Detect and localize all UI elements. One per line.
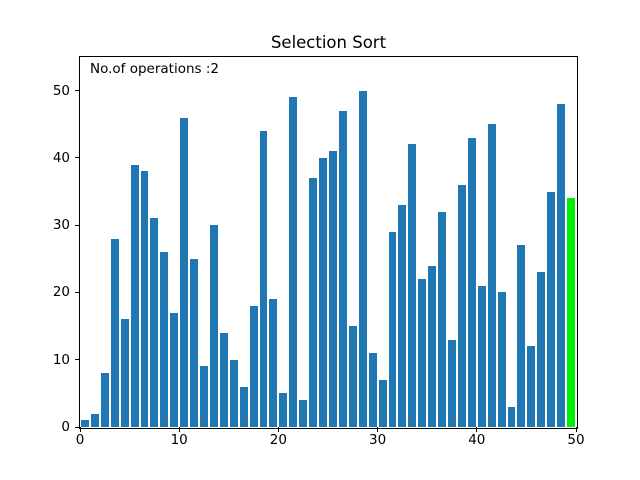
bar (497, 292, 506, 427)
bar (487, 124, 496, 427)
bar (408, 144, 417, 427)
x-tick-label: 50 (567, 432, 585, 448)
bar (457, 184, 466, 427)
y-tick-mark (75, 426, 80, 428)
bar (477, 285, 486, 427)
bar (249, 305, 258, 427)
bar (517, 245, 526, 427)
x-tick-label: 20 (269, 432, 287, 448)
y-tick-mark (75, 157, 80, 159)
bar (110, 238, 119, 427)
x-tick-label: 30 (369, 432, 387, 448)
bar (547, 191, 556, 427)
bar (438, 211, 447, 427)
x-tick-label: 0 (75, 432, 85, 448)
bar (80, 420, 89, 427)
bar (229, 359, 238, 427)
bar (269, 299, 278, 427)
y-tick-mark (75, 224, 80, 226)
bar (160, 252, 169, 427)
bar (140, 171, 149, 427)
bar (219, 332, 228, 427)
bar (507, 406, 516, 427)
x-tick-mark (377, 427, 379, 432)
operations-annotation: No.of operations :2 (90, 61, 219, 77)
bar (428, 265, 437, 427)
bar (259, 131, 268, 427)
bar (319, 157, 327, 427)
bar (299, 400, 308, 427)
x-tick-mark (178, 427, 180, 432)
bar (527, 346, 536, 427)
bar (338, 110, 347, 427)
bar (358, 90, 367, 427)
bar (279, 393, 288, 427)
bar (398, 205, 407, 427)
x-tick-mark (476, 427, 478, 432)
bar (90, 413, 99, 427)
bar (239, 386, 248, 427)
x-tick-mark (277, 427, 279, 432)
x-tick-mark (79, 427, 81, 432)
y-tick-mark (75, 291, 80, 293)
bar-highlighted (567, 198, 575, 427)
bar (368, 353, 377, 427)
y-tick-label: 20 (52, 284, 70, 301)
bar (418, 279, 427, 427)
bar (100, 373, 109, 427)
bar (448, 339, 456, 427)
bar (150, 218, 159, 427)
bar (557, 104, 566, 427)
x-tick-label: 10 (170, 432, 188, 448)
bar (378, 379, 387, 427)
y-tick-label: 40 (52, 149, 70, 166)
x-tick-mark (575, 427, 577, 432)
y-tick-label: 50 (52, 82, 70, 99)
chart-title: Selection Sort (270, 33, 387, 52)
bar (348, 326, 357, 427)
y-tick-label: 0 (61, 419, 70, 435)
y-tick-mark (75, 90, 80, 92)
bar (309, 178, 318, 427)
plot-area: No.of operations :2 0 10 20 30 40 50 0 10 20 30 4… (53, 56, 585, 447)
bar (170, 312, 179, 427)
y-tick-label: 10 (52, 351, 70, 368)
bar (537, 272, 546, 427)
bar (328, 151, 337, 427)
bar (388, 231, 397, 427)
bar (190, 258, 199, 427)
y-tick-label: 30 (52, 217, 70, 234)
bar (467, 137, 476, 427)
bar (209, 225, 218, 427)
bar (130, 164, 139, 427)
bar (289, 97, 298, 427)
bar (200, 366, 208, 427)
y-tick-mark (75, 359, 80, 361)
bar (180, 117, 189, 427)
bar (120, 319, 129, 427)
x-tick-label: 40 (468, 432, 486, 448)
